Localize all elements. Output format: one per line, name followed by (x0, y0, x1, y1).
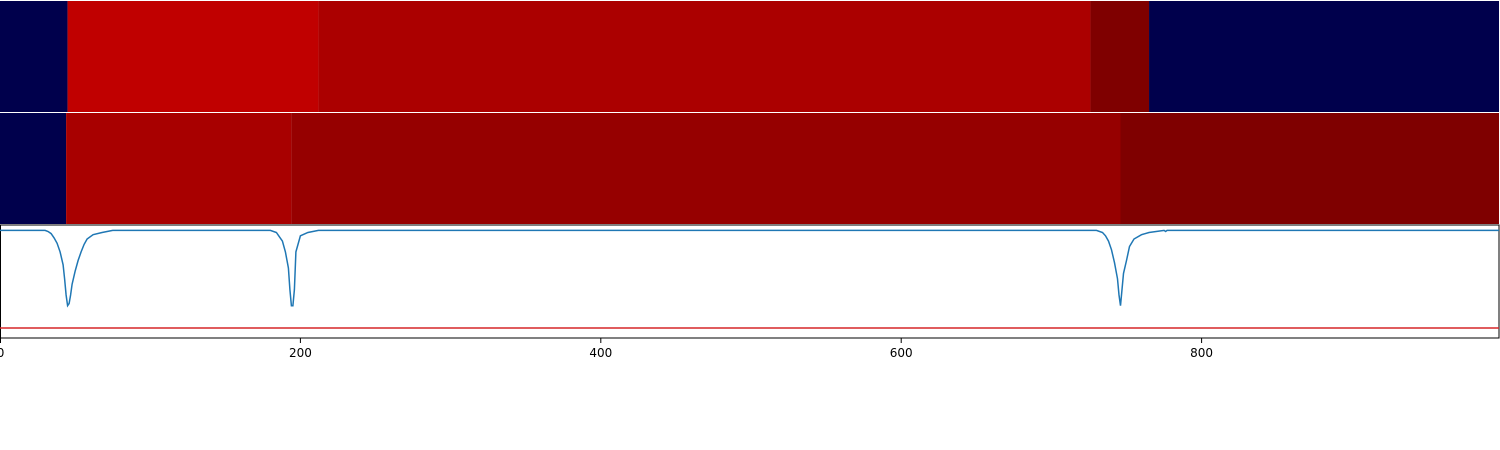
track-0-segment-3 (1090, 1, 1150, 112)
x-axis: 0 200 400 600 800 (0, 224, 1500, 360)
track-0-segment-2 (318, 1, 1091, 112)
x-tick-label-3: 600 (890, 346, 913, 360)
track-1-segment-2 (291, 113, 1121, 224)
track-1-segment-3 (1120, 113, 1499, 224)
line-series-0 (0, 229, 1499, 308)
track-0-segment-1 (67, 1, 319, 112)
x-tick-label-0: 0 (0, 346, 4, 360)
line-plot (0, 229, 1499, 329)
heatmap-tracks (0, 1, 1499, 224)
x-tick-label-1: 200 (289, 346, 312, 360)
x-tick-label-4: 800 (1190, 346, 1213, 360)
plot-frame (0, 224, 1500, 339)
track-0-segment-4 (1149, 1, 1499, 112)
track-1-segment-0 (0, 113, 67, 224)
track-0-segment-0 (0, 1, 68, 112)
x-tick-label-2: 400 (589, 346, 612, 360)
track-1-segment-1 (66, 113, 292, 224)
